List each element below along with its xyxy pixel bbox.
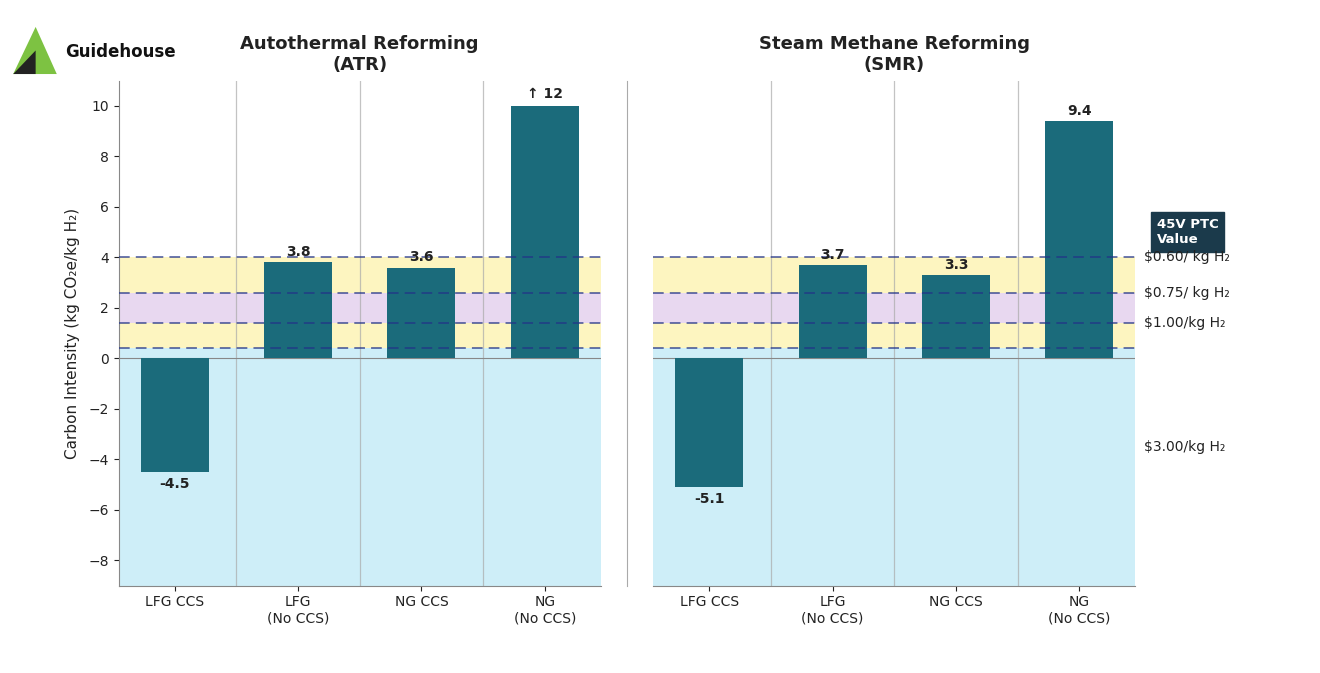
Bar [119,323,601,348]
Text: $3.00/kg H₂: $3.00/kg H₂ [1144,439,1225,454]
Text: $1.00/kg H₂: $1.00/kg H₂ [1144,316,1225,330]
Bar [923,275,990,358]
Bar [511,106,578,358]
Text: 3.6: 3.6 [409,250,434,264]
Text: -4.5: -4.5 [160,477,190,491]
Bar [676,358,743,487]
Bar [119,257,601,293]
Title: Autothermal Reforming
(ATR): Autothermal Reforming (ATR) [240,35,479,73]
Bar [653,293,1135,323]
Bar [653,257,1135,293]
Bar [653,348,1135,586]
Text: $0.75/ kg H₂: $0.75/ kg H₂ [1144,286,1230,299]
Text: 9.4: 9.4 [1067,104,1092,118]
Bar [1045,121,1113,358]
Bar [119,348,601,586]
Bar [799,265,866,358]
Text: 3.3: 3.3 [944,258,969,272]
Polygon shape [13,50,36,74]
Text: Guidehouse: Guidehouse [65,43,176,61]
Bar [653,323,1135,348]
Text: 45V PTC
Value: 45V PTC Value [1156,218,1218,246]
Polygon shape [13,27,57,74]
Bar [264,262,331,358]
Text: -5.1: -5.1 [694,492,725,506]
Text: 3.8: 3.8 [285,246,310,259]
Text: 3.7: 3.7 [820,248,845,262]
Text: ↑ 12: ↑ 12 [527,87,562,101]
Bar [119,293,601,323]
Title: Steam Methane Reforming
(SMR): Steam Methane Reforming (SMR) [759,35,1030,73]
Bar [388,267,455,358]
Bar [141,358,209,472]
Text: $0.60/ kg H₂: $0.60/ kg H₂ [1144,250,1230,264]
Y-axis label: Carbon Intensity (kg CO₂e/kg H₂): Carbon Intensity (kg CO₂e/kg H₂) [65,207,81,459]
